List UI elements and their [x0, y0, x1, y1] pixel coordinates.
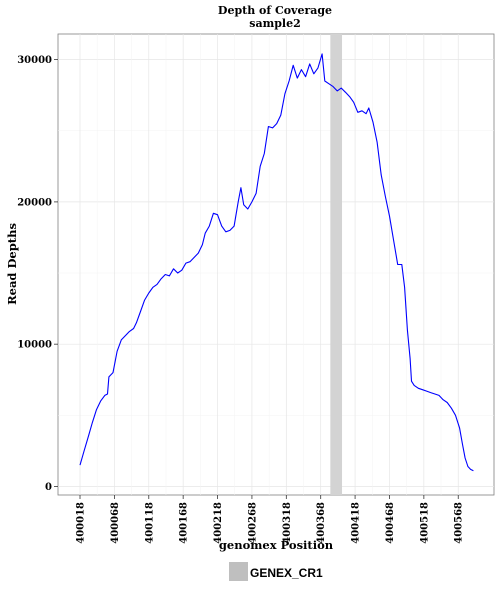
x-axis-title: genomex Position [219, 538, 334, 552]
chart-title: Depth of Coverage [218, 4, 332, 17]
x-tick-label: 400118 [144, 502, 155, 544]
x-tick-label: 400268 [247, 502, 258, 544]
y-tick-label: 30000 [17, 55, 52, 66]
y-tick-label: 20000 [17, 197, 52, 208]
y-axis-title: Read Depths [5, 223, 19, 305]
x-tick-label: 400168 [179, 502, 190, 544]
x-tick-label: 400318 [282, 502, 293, 544]
x-tick-label: 400468 [385, 502, 396, 544]
x-tick-label: 400368 [316, 502, 327, 544]
x-tick-label: 400068 [110, 502, 121, 544]
y-tick-label: 0 [45, 482, 52, 493]
series-layer [79, 53, 474, 472]
x-tick-label: 400518 [419, 502, 430, 544]
legend-key [229, 562, 248, 581]
x-tick-label: 400218 [213, 502, 224, 544]
chart-subtitle: sample2 [249, 17, 300, 30]
x-tick-label: 400018 [76, 502, 87, 544]
x-tick-label: 400418 [351, 502, 362, 544]
y-tick-label: 10000 [17, 340, 52, 351]
legend: GENEX_CR1 [229, 562, 323, 581]
plot-panel [57, 33, 495, 496]
region-band [330, 34, 343, 495]
x-tick-label: 400568 [454, 502, 465, 544]
y-axis: 0 10000 20000 30000 [17, 55, 58, 493]
legend-label: GENEX_CR1 [250, 566, 323, 580]
region-layer [330, 34, 343, 495]
x-axis: 400018 400068 400118 400168 400218 400268 4003… [76, 495, 465, 544]
series-line [79, 53, 474, 472]
